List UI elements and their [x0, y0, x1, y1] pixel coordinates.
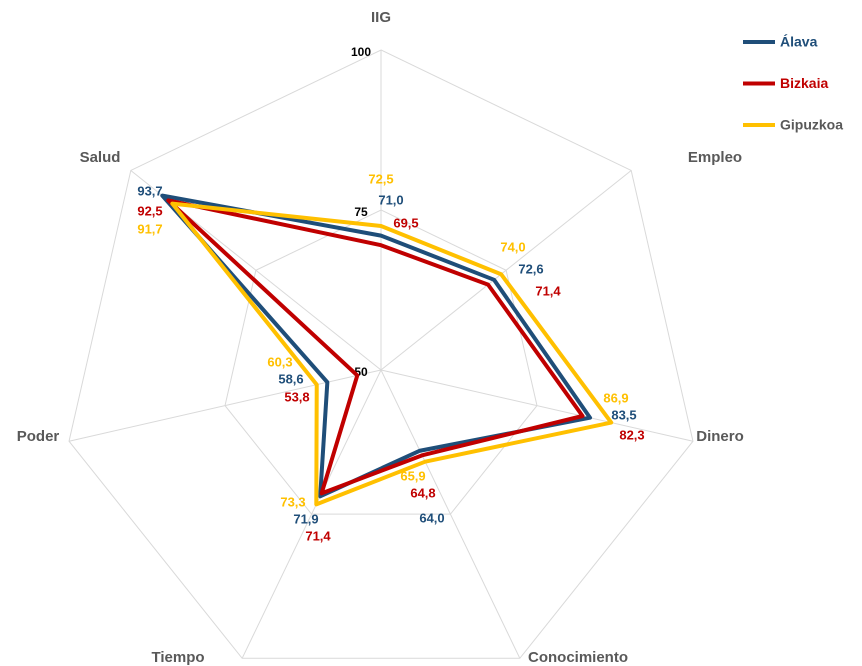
data-label: 71,4: [305, 528, 331, 543]
data-label: 65,9: [400, 468, 425, 483]
data-label: 69,5: [393, 215, 418, 230]
series-line: [170, 201, 614, 507]
category-label: Poder: [17, 428, 60, 445]
data-label: 74,0: [500, 239, 525, 254]
category-label: Salud: [80, 149, 121, 166]
data-label: 72,5: [368, 171, 393, 186]
data-label: 91,7: [137, 221, 162, 236]
data-label: 72,6: [518, 261, 543, 276]
legend-label: Álava: [780, 34, 818, 50]
category-label: Conocimiento: [528, 649, 628, 666]
series-line: [160, 193, 593, 499]
category-label: Dinero: [696, 428, 744, 445]
r-tick-label: 75: [354, 205, 368, 219]
legend-label: Gipuzkoa: [780, 117, 843, 133]
category-label: IIG: [371, 9, 391, 26]
data-label: 73,3: [280, 494, 305, 509]
category-label: Tiempo: [151, 649, 204, 666]
legend-label: Bizkaia: [780, 75, 828, 91]
data-label: 92,5: [137, 203, 162, 218]
data-label: 71,0: [378, 192, 403, 207]
data-label: 71,4: [535, 283, 561, 298]
category-label: Empleo: [688, 149, 742, 166]
data-label: 86,9: [603, 390, 628, 405]
data-label: 64,8: [410, 485, 435, 500]
data-label: 93,7: [137, 183, 162, 198]
data-label: 71,9: [293, 511, 318, 526]
grid-ring: [68, 49, 694, 659]
data-label: 53,8: [284, 389, 309, 404]
data-label: 58,6: [278, 371, 303, 386]
series-line: [166, 198, 585, 496]
r-tick-label: 100: [351, 45, 371, 59]
data-label: 82,3: [619, 427, 644, 442]
data-label: 60,3: [267, 354, 292, 369]
data-label: 64,0: [419, 510, 444, 525]
data-label: 83,5: [611, 407, 636, 422]
